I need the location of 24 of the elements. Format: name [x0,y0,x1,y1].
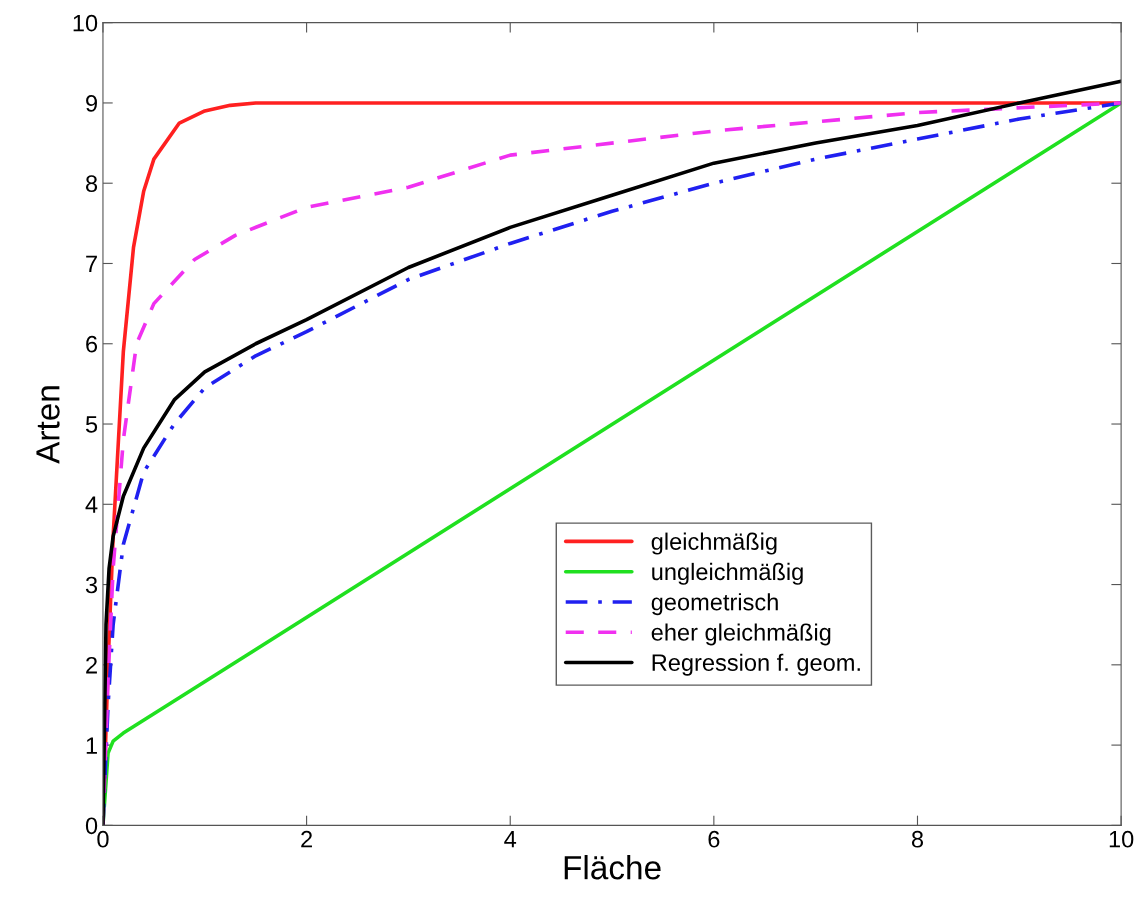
y-tick-label: 6 [86,335,98,353]
legend-label: Regression f. geom. [652,653,860,676]
y-tick-label: 0 [85,817,98,835]
x-tick-label: 0 [97,830,109,848]
y-tick-label: 7 [86,255,97,273]
legend-label: geometrisch [651,593,778,616]
y-tick-label: 2 [86,656,97,674]
x-tick-label: 6 [708,830,720,848]
y-tick-label: 8 [85,175,98,192]
y-tick-label: 1 [86,737,97,754]
y-tick-label: 5 [85,416,98,433]
y-tick-label: 4 [85,496,98,513]
x-tick-label: 10 [1109,830,1134,848]
y-tick-label: 9 [86,95,97,112]
x-tick-label: 2 [301,830,312,848]
x-axis-title: Fläche [564,855,661,880]
y-axis-title: Arten [36,386,60,464]
x-tick-label: 4 [504,831,517,848]
y-tick-label: 3 [85,576,98,594]
x-tick-label: 8 [911,830,924,848]
y-tick-label: 10 [73,14,98,32]
legend-label: eher gleichmäßig [651,623,831,646]
legend-label: ungleichmäßig [652,562,803,585]
legend-label: gleichmäßig [651,532,777,555]
